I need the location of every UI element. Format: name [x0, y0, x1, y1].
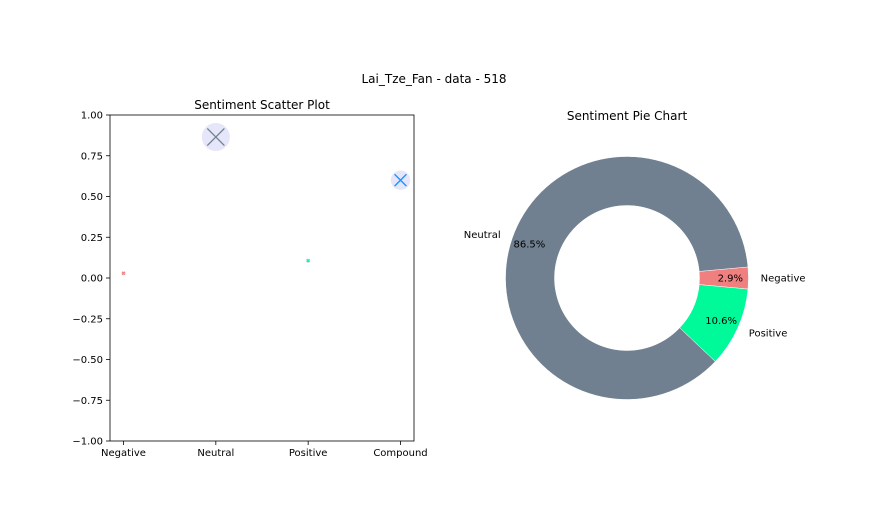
- scatter-ticks: 1.00 0.75 0.50 0.25 0.00 −0.25 −0.50 −0.75 −1.00…: [72, 111, 427, 460]
- figure-suptitle: Lai_Tze_Fan - data - 518: [362, 72, 507, 86]
- scatter-point-compound: [390, 170, 411, 190]
- y-tick-label: −0.75: [72, 396, 103, 407]
- y-tick-label: −0.25: [72, 314, 103, 325]
- x-marker: [121, 271, 126, 276]
- y-tick-label: 0.25: [81, 233, 103, 244]
- x-marker: [306, 258, 311, 263]
- scatter-title: Sentiment Scatter Plot: [194, 98, 330, 112]
- pie-wedge-positive: [679, 284, 749, 362]
- pie-marks: Negative 2.9% Neutral 86.5% Positive 10.6%: [464, 156, 806, 400]
- y-tick-label: −1.00: [72, 437, 103, 448]
- x-tick-label-negative: Negative: [101, 448, 146, 459]
- x-tick-label-positive: Positive: [289, 448, 328, 459]
- pie-chart: Sentiment Pie Chart Negative 2.9% Neutral 8…: [464, 109, 806, 400]
- scatter-chart: Sentiment Scatter Plot 1.00 0.75 0.50 0.25 0…: [72, 98, 427, 459]
- scatter-point-neutral: [201, 122, 230, 152]
- pie-percent-neutral: 86.5%: [514, 240, 546, 251]
- y-tick-label: −0.50: [72, 355, 103, 366]
- pie-title: Sentiment Pie Chart: [567, 109, 688, 123]
- pie-label-negative: Negative: [761, 274, 806, 285]
- x-tick-label-neutral: Neutral: [197, 448, 234, 459]
- y-tick-label: 0.50: [81, 192, 103, 203]
- pie-percent-positive: 10.6%: [705, 316, 737, 327]
- y-tick-label: 1.00: [81, 111, 103, 122]
- scatter-point-positive: [305, 258, 311, 263]
- pie-percent-negative: 2.9%: [718, 274, 743, 285]
- y-tick-label: 0.00: [81, 274, 103, 285]
- pie-label-positive: Positive: [749, 328, 788, 339]
- pie-label-neutral: Neutral: [464, 230, 501, 241]
- pie-wedge-neutral: [505, 156, 749, 400]
- x-tick-label-compound: Compound: [373, 448, 427, 459]
- x-marker: [206, 127, 225, 147]
- y-tick-label: 0.75: [81, 151, 103, 162]
- scatter-plot-frame: [109, 114, 415, 442]
- scatter-point-negative: [121, 271, 126, 276]
- x-marker: [394, 173, 407, 187]
- scatter-marks: [121, 122, 411, 276]
